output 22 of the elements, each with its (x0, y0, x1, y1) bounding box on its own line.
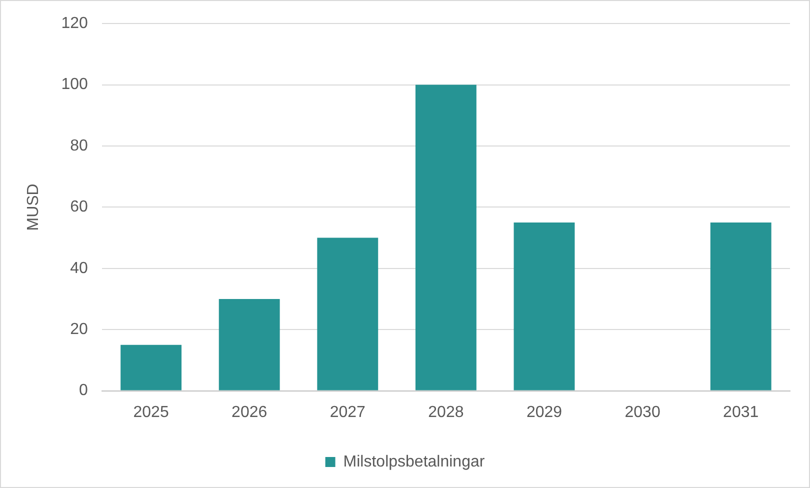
x-tick-label: 2027 (330, 404, 366, 421)
x-tick-label: 2029 (526, 404, 562, 421)
legend-label: Milstolpsbetalningar (343, 453, 486, 470)
y-tick-label: 80 (70, 137, 88, 154)
bar (120, 344, 182, 390)
y-axis-title: MUSD (25, 184, 42, 231)
x-tick-label: 2026 (232, 404, 268, 421)
y-tick-label: 60 (70, 198, 88, 216)
bar (710, 222, 772, 390)
bar (415, 84, 476, 390)
y-tick-label: 120 (61, 15, 88, 32)
y-tick-label: 100 (61, 76, 88, 94)
y-tick-label: 20 (70, 321, 88, 338)
x-tick-label: 2025 (133, 404, 169, 421)
y-tick-label: 40 (70, 260, 88, 277)
x-tick-label: 2030 (624, 404, 660, 421)
x-tick-label: 2028 (428, 404, 464, 421)
y-tick-label: 0 (78, 382, 88, 400)
x-tick-label: 2031 (723, 404, 759, 421)
bar (218, 299, 280, 390)
bar (317, 238, 378, 390)
bar (514, 222, 575, 390)
